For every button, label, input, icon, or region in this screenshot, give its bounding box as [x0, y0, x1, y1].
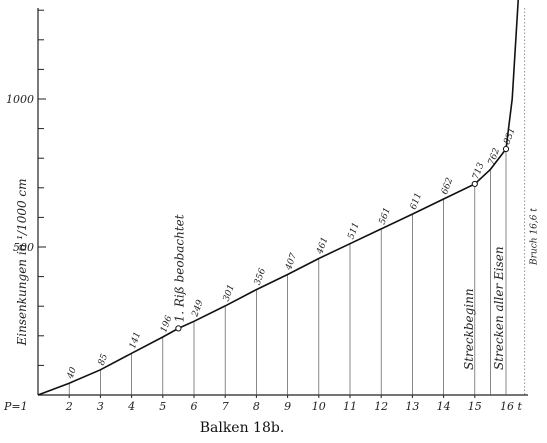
- x-tick-label: 10: [312, 400, 326, 413]
- point-value-label: 662: [440, 176, 455, 196]
- x-tick-label: 12: [374, 400, 388, 413]
- annotation-first-crack: 1. Riß beobachtet: [172, 214, 186, 322]
- x-tick-label: 14: [437, 400, 451, 413]
- x-tick-label: 15: [468, 400, 482, 413]
- annotation-failure: Bruch 16,6 t: [530, 208, 540, 266]
- point-marker: [175, 325, 182, 332]
- x-tick-label: 11: [343, 400, 357, 413]
- axes: 500 1000 2 3 4 5 6 7 8 9 10 11 12 13 14 15 P=1 16 t Einsen…: [3, 8, 528, 413]
- x-tick-label: 7: [222, 400, 229, 413]
- y-tick-label: 1000: [6, 93, 34, 106]
- point-value-label: 713: [471, 161, 486, 181]
- x-tick-label: 13: [405, 400, 419, 413]
- point-value-label: 40: [65, 366, 79, 381]
- y-axis-label: Einsenkungen in ¹/1000 cm: [15, 178, 29, 346]
- point-value-label: 85: [97, 352, 110, 366]
- x-tick-label: 8: [253, 400, 260, 413]
- x-axis-end-label: 16 t: [500, 400, 522, 413]
- series-line: [37, 0, 520, 396]
- x-tick-label: 4: [127, 400, 135, 413]
- point-value-label: 301: [222, 283, 237, 303]
- series: [37, 0, 520, 396]
- labels: 4085141196249301356407461511561611662713…: [65, 126, 539, 381]
- drop-lines: [68, 8, 526, 395]
- annotation-yield-start: Streckbeginn: [462, 288, 476, 370]
- point-value-label: 611: [409, 192, 424, 212]
- chart-caption: Balken 18b.: [200, 420, 285, 436]
- x-tick-label: 2: [65, 400, 73, 413]
- point-marker: [502, 145, 510, 153]
- point-value-label: 831: [502, 126, 517, 146]
- annotation-all-yield: Strecken aller Eisen: [492, 246, 506, 370]
- x-tick-label: 6: [191, 400, 198, 413]
- y-tick-label: 500: [13, 241, 34, 254]
- x-tick-label: 9: [284, 400, 291, 413]
- point-marker: [471, 180, 478, 188]
- point-value-label: 141: [128, 331, 143, 351]
- point-value-label: 356: [253, 267, 268, 287]
- x-axis-start-label: P=1: [3, 400, 28, 413]
- x-tick-label: 3: [97, 400, 104, 413]
- point-value-label: 511: [346, 221, 361, 241]
- x-tick-label: 5: [159, 400, 166, 413]
- point-value-label: 561: [378, 206, 393, 226]
